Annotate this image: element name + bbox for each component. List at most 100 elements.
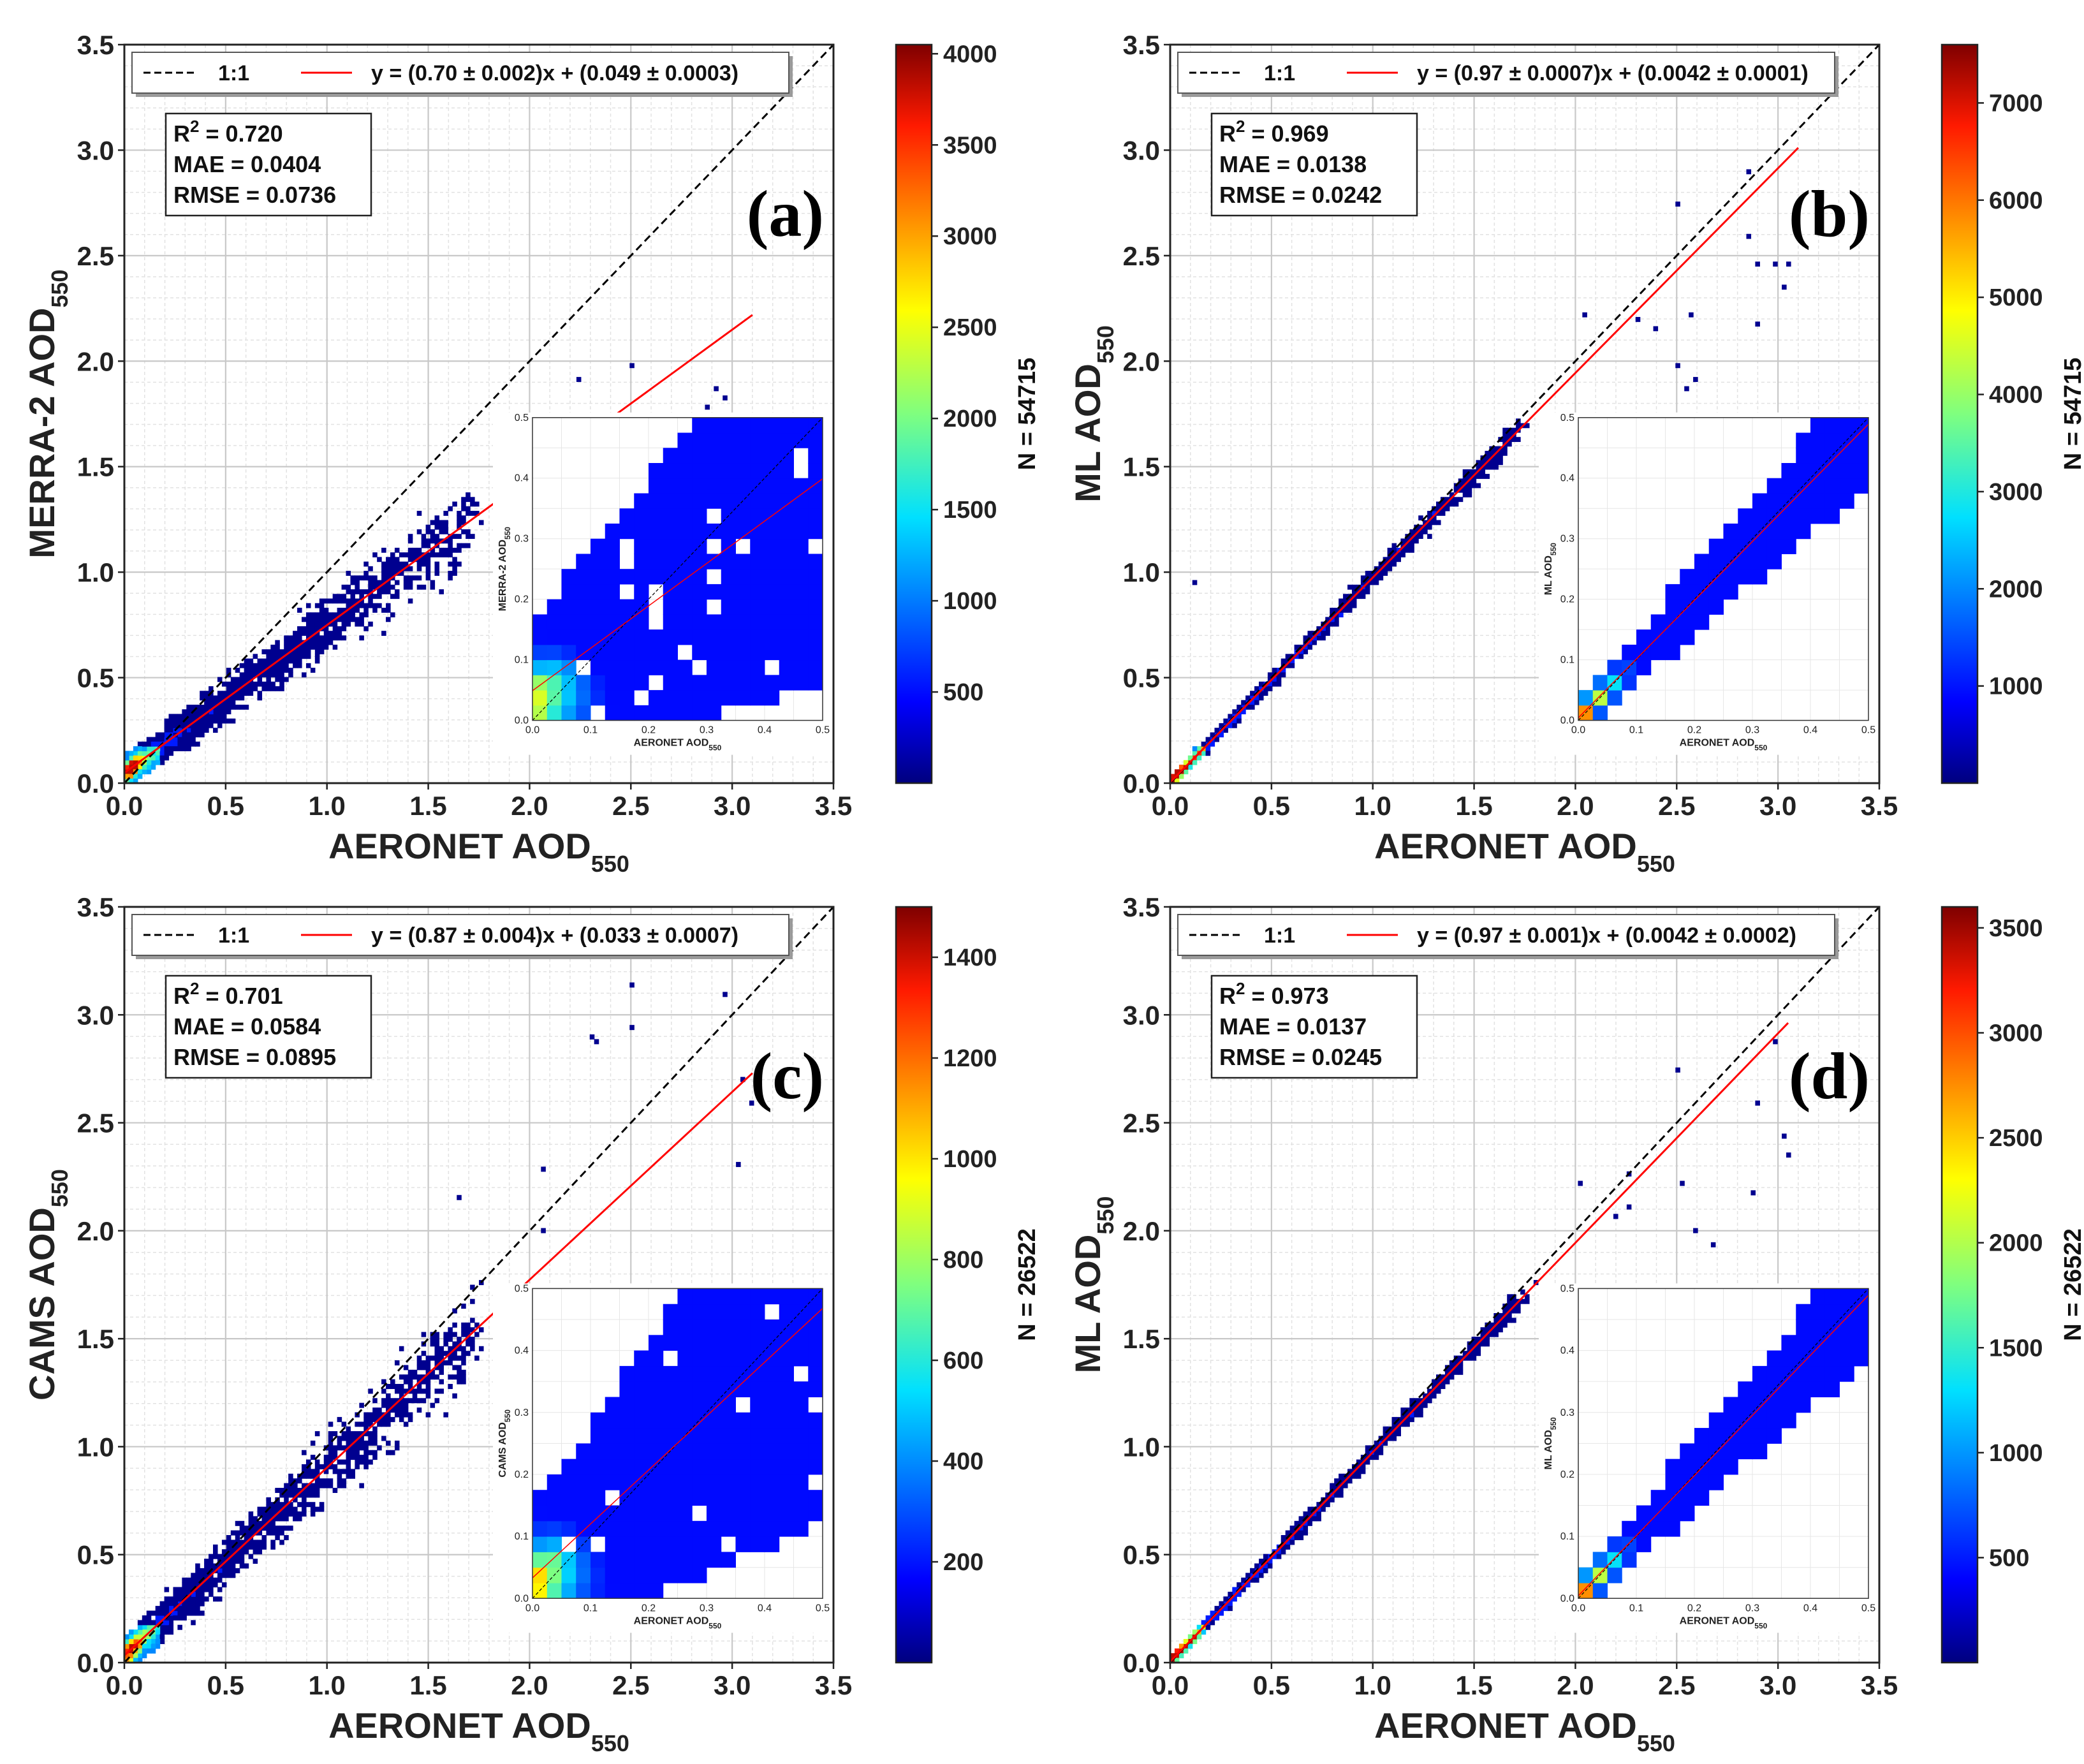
inset-bin	[779, 417, 794, 434]
density-bin	[279, 1540, 284, 1545]
density-bin	[270, 1502, 275, 1508]
inset-bin	[591, 1443, 606, 1460]
density-bin	[332, 644, 338, 650]
density-bin	[177, 728, 182, 733]
density-bin	[323, 598, 329, 604]
density-bin	[1276, 677, 1282, 682]
density-bin	[1272, 677, 1277, 682]
density-bin	[209, 695, 214, 701]
density-bin	[133, 751, 138, 756]
density-bin	[305, 631, 311, 636]
density-bin	[297, 1492, 302, 1498]
density-bin	[297, 1502, 302, 1508]
density-bin	[1710, 1242, 1716, 1247]
inset-x-axis-label: AERONET AOD550	[634, 738, 722, 753]
density-bin	[452, 534, 457, 540]
density-bin	[448, 1355, 453, 1361]
density-bin	[390, 1450, 395, 1455]
density-bin	[279, 1516, 284, 1522]
density-bin	[1391, 1416, 1397, 1422]
inset-bin	[561, 1505, 576, 1522]
inset-bin	[1810, 432, 1826, 448]
inset-bin	[619, 1536, 635, 1552]
inset-bin	[1839, 1335, 1854, 1351]
y-tick-label: 2.5	[77, 1108, 114, 1138]
density-bin	[302, 1464, 307, 1469]
inset-bin	[793, 599, 809, 615]
density-bin	[314, 1492, 320, 1498]
density-bin	[314, 1431, 320, 1437]
density-bin	[1347, 584, 1353, 590]
inset-bin	[735, 1443, 751, 1460]
plot-frame	[1169, 906, 1881, 1664]
density-bin	[434, 561, 440, 567]
colorbar-tick-label: 800	[943, 1247, 983, 1274]
density-bin	[350, 580, 355, 585]
inset-bin	[677, 448, 693, 464]
density-bin	[386, 589, 391, 594]
inset-bin	[707, 705, 722, 721]
density-bin	[1440, 1374, 1446, 1380]
inset-bin	[765, 644, 780, 661]
density-bin	[128, 1657, 134, 1663]
density-bin	[390, 1379, 395, 1385]
density-bin	[416, 1365, 422, 1371]
inset-bin	[707, 675, 722, 691]
density-bin	[434, 566, 440, 571]
density-bin	[1427, 1388, 1432, 1394]
inset-y-tick-label: 0.3	[515, 534, 529, 545]
inset-bin	[735, 1536, 751, 1552]
density-bin	[314, 1478, 320, 1484]
inset-bin	[591, 1474, 606, 1490]
density-bin	[1444, 506, 1450, 511]
density-bin	[182, 732, 187, 738]
density-bin	[310, 1440, 316, 1446]
inset-bin	[735, 1319, 751, 1335]
density-bin	[1467, 1355, 1472, 1361]
density-bin	[416, 1384, 422, 1390]
density-bin	[253, 663, 258, 668]
density-bin	[328, 617, 334, 622]
inset-bin	[605, 1552, 620, 1568]
inset-bin	[779, 538, 794, 554]
density-bin	[191, 718, 196, 724]
inset-bin	[1781, 1350, 1796, 1367]
density-bin	[443, 1341, 448, 1347]
inset-bin	[735, 1490, 751, 1506]
density-bin	[1210, 1620, 1215, 1626]
r-squared-number: = 0.720	[199, 121, 283, 147]
density-bin	[1418, 1408, 1423, 1413]
density-bin	[1374, 575, 1379, 581]
density-bin	[1307, 1511, 1312, 1517]
inset-bin	[619, 569, 635, 585]
density-bin	[314, 640, 320, 645]
x-axis-label-main: AERONET AOD	[328, 1705, 591, 1746]
inset-x-tick-label: 0.0	[525, 725, 539, 736]
density-bin	[1267, 686, 1273, 691]
rmse-value: RMSE = 0.0736	[173, 182, 336, 208]
density-bin	[230, 677, 236, 682]
colorbar-tick-label: 600	[943, 1348, 983, 1374]
density-bin	[137, 760, 143, 765]
inset-bin	[619, 1582, 635, 1599]
inset-bin	[605, 659, 620, 675]
density-bin	[377, 1422, 382, 1427]
density-bin	[1489, 450, 1494, 456]
density-bin	[377, 1445, 382, 1451]
density-bin	[363, 1412, 369, 1418]
density-bin	[1183, 769, 1189, 775]
density-bin	[1432, 1393, 1437, 1399]
inset-x-label-main: AERONET AOD	[634, 1615, 709, 1626]
density-bin	[328, 1445, 334, 1451]
density-bin	[1507, 1294, 1512, 1300]
density-bin	[394, 557, 400, 562]
density-bin	[209, 686, 214, 691]
inset-bin	[634, 614, 649, 630]
density-bin	[284, 644, 289, 650]
density-bin	[386, 557, 391, 562]
density-bin	[297, 1487, 302, 1493]
y-axis-label-sub: 550	[1092, 325, 1119, 364]
inset-x-tick-label: 0.0	[1571, 1603, 1585, 1613]
density-bin	[1205, 737, 1211, 742]
density-bin	[407, 534, 413, 540]
